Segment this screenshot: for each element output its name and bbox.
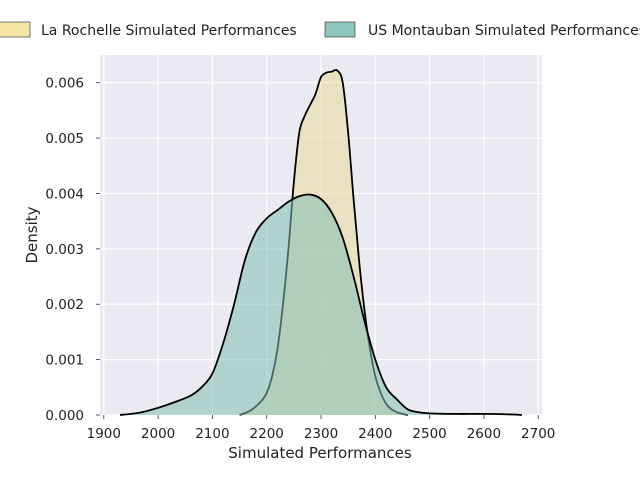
x-axis-label: Simulated Performances (228, 444, 412, 462)
density-line-series-1 (120, 193, 522, 416)
density-areas (120, 68, 522, 416)
legend-swatch-la-rochelle (0, 21, 31, 38)
x-tick-label-1900: 1900 (87, 426, 121, 442)
legend: La Rochelle Simulated Performances US Mo… (0, 21, 640, 39)
x-tick-label-2400: 2400 (358, 426, 392, 442)
y-axis-ticks: 0.000 0.001 0.002 0.003 0.004 0.005 0.006 (45, 76, 100, 424)
y-tick-label-0.004: 0.004 (45, 186, 84, 202)
x-tick-label-2500: 2500 (412, 426, 446, 442)
x-tick-label-2100: 2100 (195, 426, 229, 442)
y-axis-label: Density (23, 206, 41, 263)
density-fill-series-1 (120, 194, 522, 415)
x-tick-label-2000: 2000 (141, 426, 175, 442)
y-tick-label-0.006: 0.006 (45, 76, 84, 92)
legend-label-la-rochelle: La Rochelle Simulated Performances (41, 23, 297, 39)
y-tick-label-0.001: 0.001 (45, 353, 84, 369)
x-tick-label-2200: 2200 (250, 426, 284, 442)
x-tick-label-2700: 2700 (521, 426, 555, 442)
legend-swatch-us-montauban (324, 21, 356, 38)
y-tick-label-0.000: 0.000 (45, 408, 84, 424)
x-tick-label-2300: 2300 (304, 426, 338, 442)
x-axis-ticks: 1900 2000 2100 2200 2300 2400 2500 2600 2700 (87, 415, 555, 442)
y-tick-label-0.005: 0.005 (45, 131, 84, 147)
y-tick-label-0.003: 0.003 (45, 242, 84, 258)
y-tick-label-0.002: 0.002 (45, 297, 84, 313)
x-tick-label-2600: 2600 (467, 426, 501, 442)
legend-label-us-montauban: US Montauban Simulated Performances (368, 23, 640, 39)
